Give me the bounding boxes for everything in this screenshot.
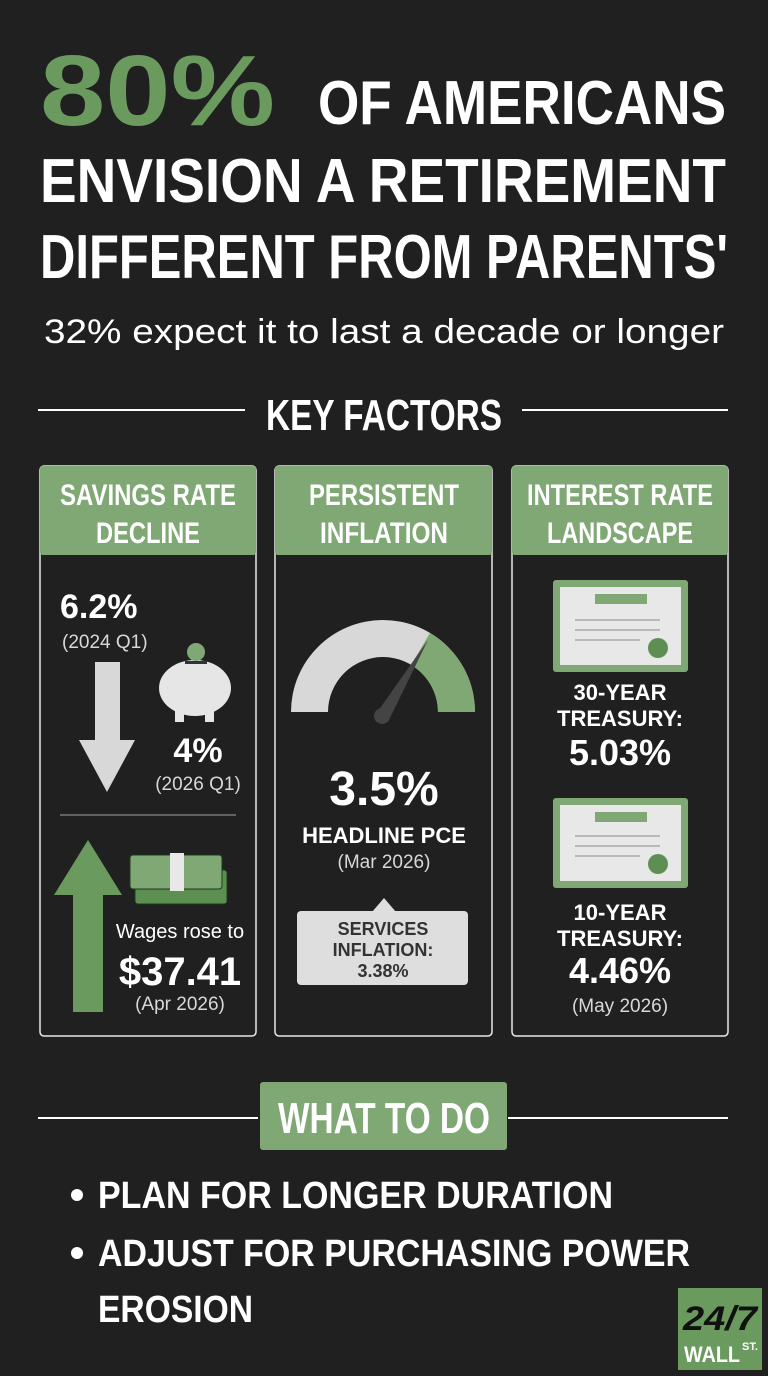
certificate-icon xyxy=(553,580,688,672)
card-header xyxy=(512,466,728,555)
stat-period: (Apr 2026) xyxy=(135,994,225,1015)
card: INTEREST RATE LANDSCAPE 30-YEAR TREASURY… xyxy=(511,465,729,1037)
stat-period: (2026 Q1) xyxy=(155,774,241,795)
card-title: INFLATION xyxy=(320,517,448,550)
stat-value: 4% xyxy=(173,732,222,770)
money-icon xyxy=(129,853,228,905)
wages-label: Wages rose to xyxy=(116,921,244,943)
card: SAVINGS RATE DECLINE 6.2% (2024 Q1) 4% (… xyxy=(39,465,257,1037)
logo-text: 24/7 xyxy=(682,1300,759,1338)
headline-line: DIFFERENT FROM PARENTS' xyxy=(40,223,728,292)
card-title: INTEREST RATE xyxy=(527,479,713,512)
card-title: DECLINE xyxy=(96,517,200,550)
bullet-text: PLAN FOR LONGER DURATION xyxy=(98,1175,613,1217)
treasury-label: TREASURY: xyxy=(557,706,683,731)
treasury-label: TREASURY: xyxy=(557,926,683,951)
stat-period: (Mar 2026) xyxy=(338,852,431,873)
stat-value: 6.2% xyxy=(60,588,138,626)
treasury-label: 10-YEAR xyxy=(574,900,667,925)
stat-label: HEADLINE PCE xyxy=(302,823,466,848)
bullet xyxy=(71,1247,83,1259)
stat-period: (2024 Q1) xyxy=(62,632,148,653)
card: PERSISTENT INFLATION 3.5% HEADLINE PCE (… xyxy=(274,465,493,1037)
headline-line: OF AMERICANS xyxy=(318,69,726,138)
certificate-icon xyxy=(553,798,688,888)
up-arrow xyxy=(54,840,122,1012)
piggy-bank-icon xyxy=(159,643,231,722)
card-title: LANDSCAPE xyxy=(547,517,693,550)
callout-box xyxy=(297,911,468,985)
section-heading-box xyxy=(260,1082,507,1150)
card-title: PERSISTENT xyxy=(309,479,459,512)
bullet-text: EROSION xyxy=(98,1289,253,1331)
card-header xyxy=(40,466,256,555)
section-heading: KEY FACTORS xyxy=(266,391,502,440)
wages-value: $37.41 xyxy=(119,950,241,994)
gauge-icon xyxy=(291,620,475,724)
section-heading: WHAT TO DO xyxy=(278,1094,490,1143)
treasury-value: 5.03% xyxy=(569,732,671,773)
headline-line: ENVISION A RETIREMENT xyxy=(40,147,726,216)
stat-value: 3.5% xyxy=(329,763,438,816)
treasury-value: 4.46% xyxy=(569,950,671,991)
bullet xyxy=(71,1189,83,1201)
logo-box xyxy=(678,1288,762,1370)
callout-text: 3.38% xyxy=(357,961,408,981)
callout-text: SERVICES xyxy=(338,919,429,939)
card-title: SAVINGS RATE xyxy=(60,479,236,512)
down-arrow xyxy=(79,662,135,792)
headline-percent: 80% xyxy=(40,35,275,147)
logo-text: WALL xyxy=(684,1342,740,1367)
logo: 24/7 WALL ST. xyxy=(678,1288,762,1370)
logo-text: ST. xyxy=(742,1341,758,1353)
card-header xyxy=(275,466,492,555)
subtitle: 32% expect it to last a decade or longer xyxy=(44,313,724,351)
bullet-text: ADJUST FOR PURCHASING POWER xyxy=(98,1233,690,1275)
treasury-label: 30-YEAR xyxy=(574,680,667,705)
callout-pointer xyxy=(372,898,396,912)
callout-text: INFLATION: xyxy=(333,940,434,960)
stat-period: (May 2026) xyxy=(572,996,668,1017)
